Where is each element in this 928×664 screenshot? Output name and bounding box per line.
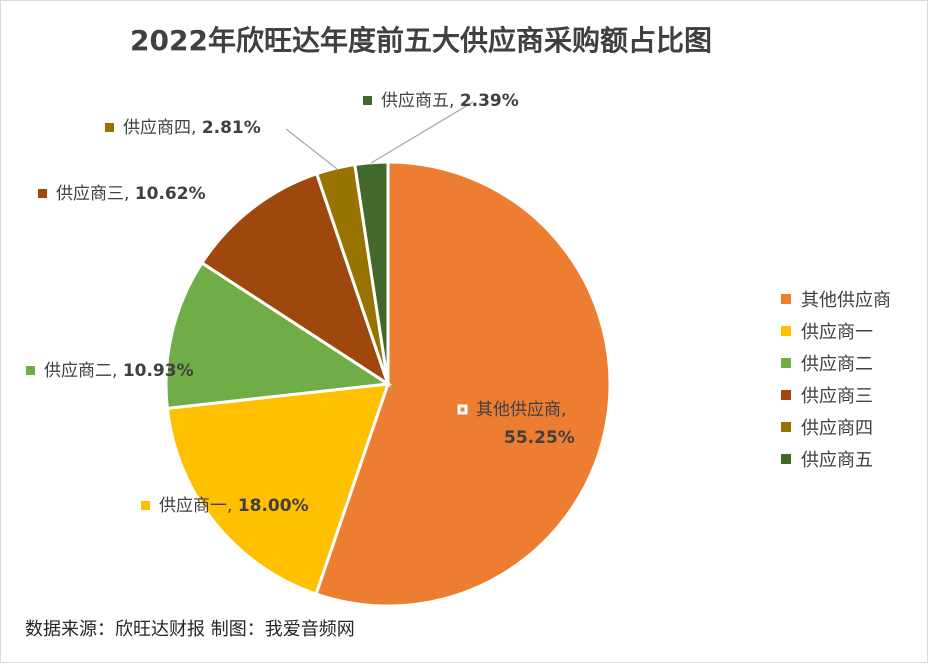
legend-label-6: 供应商五	[801, 450, 873, 471]
data-label-swatch-5	[105, 123, 114, 132]
legend-item-3: 供应商二	[781, 347, 891, 379]
data-label-swatch-4	[38, 189, 47, 198]
legend-label-1: 其他供应商	[801, 290, 891, 311]
legend-swatch-2	[781, 326, 791, 336]
data-label-3: 供应商二, 10.93%	[44, 361, 194, 381]
data-label-swatch-6	[363, 96, 372, 105]
legend-label-2: 供应商一	[801, 322, 873, 343]
legend-swatch-1	[781, 294, 791, 304]
pie-slice-3	[164, 260, 393, 411]
legend-item-5: 供应商四	[781, 411, 891, 443]
legend-label-3: 供应商二	[801, 354, 873, 375]
leader-line-6	[370, 101, 474, 164]
pie-slice-4	[199, 171, 391, 388]
legend-label-5: 供应商四	[801, 418, 873, 439]
data-label-6: 供应商五, 2.39%	[381, 91, 519, 111]
legend-item-1: 其他供应商	[781, 283, 891, 315]
data-label-1: 其他供应商, 55.25%	[476, 400, 575, 448]
legend-item-6: 供应商五	[781, 443, 891, 475]
data-label-swatch-inner-1	[460, 407, 465, 412]
data-label-swatch-2	[141, 501, 150, 510]
data-label-2: 供应商一, 18.00%	[159, 496, 309, 516]
data-label-5: 供应商四, 2.81%	[123, 118, 261, 138]
source-note: 数据来源：欣旺达财报 制图：我爱音频网	[25, 619, 355, 640]
leader-line-5	[285, 128, 338, 170]
pie-slice-1	[314, 160, 612, 608]
chart-title: 2022年欣旺达年度前五大供应商采购额占比图	[130, 24, 712, 57]
legend-swatch-6	[781, 454, 791, 464]
legend-item-4: 供应商三	[781, 379, 891, 411]
legend-item-2: 供应商一	[781, 315, 891, 347]
pie-slice-2	[165, 382, 391, 596]
chart-legend: 其他供应商供应商一供应商二供应商三供应商四供应商五	[781, 283, 891, 475]
legend-label-4: 供应商三	[801, 386, 873, 407]
legend-swatch-4	[781, 390, 791, 400]
legend-swatch-5	[781, 422, 791, 432]
data-label-4: 供应商三, 10.62%	[56, 184, 206, 204]
data-label-swatch-3	[26, 366, 35, 375]
legend-swatch-3	[781, 358, 791, 368]
